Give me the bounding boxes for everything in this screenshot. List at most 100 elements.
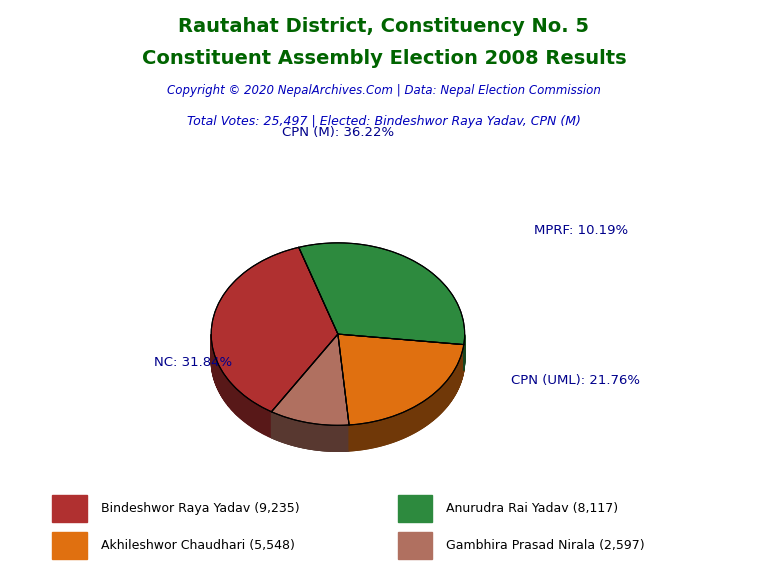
Polygon shape [384,419,385,445]
Polygon shape [368,423,369,449]
Polygon shape [242,393,243,420]
Polygon shape [353,425,354,450]
Polygon shape [386,418,387,444]
Text: Gambhira Prasad Nirala (2,597): Gambhira Prasad Nirala (2,597) [446,539,645,552]
Polygon shape [211,247,338,412]
Polygon shape [338,334,464,425]
Polygon shape [257,404,259,431]
Polygon shape [266,410,268,436]
Polygon shape [250,400,251,426]
Text: Rautahat District, Constituency No. 5: Rautahat District, Constituency No. 5 [178,17,590,36]
Polygon shape [396,415,397,441]
Polygon shape [230,382,231,410]
Polygon shape [239,391,240,418]
Polygon shape [299,243,465,344]
Polygon shape [245,396,246,423]
Polygon shape [379,420,380,446]
Polygon shape [241,393,242,419]
Polygon shape [358,424,359,450]
Polygon shape [269,411,270,437]
Polygon shape [390,417,391,443]
Polygon shape [383,419,384,445]
Polygon shape [387,418,388,444]
Polygon shape [268,410,269,437]
Polygon shape [232,384,233,411]
Polygon shape [259,405,260,432]
Text: Bindeshwor Raya Yadav (9,235): Bindeshwor Raya Yadav (9,235) [101,502,300,515]
Polygon shape [271,334,349,425]
FancyBboxPatch shape [52,495,87,522]
Polygon shape [247,397,248,424]
Polygon shape [261,407,262,433]
Polygon shape [246,397,247,423]
FancyBboxPatch shape [52,532,87,559]
Polygon shape [349,425,350,451]
Polygon shape [243,395,245,422]
Polygon shape [393,416,394,442]
Polygon shape [238,391,239,417]
Text: MPRF: 10.19%: MPRF: 10.19% [534,224,628,237]
Polygon shape [376,421,377,447]
Polygon shape [392,416,393,442]
Polygon shape [385,419,386,445]
Polygon shape [231,384,232,410]
Polygon shape [397,414,398,441]
Polygon shape [233,386,235,413]
Polygon shape [369,422,370,448]
Polygon shape [270,411,271,438]
Polygon shape [360,424,361,450]
Polygon shape [370,422,372,448]
Polygon shape [255,403,257,430]
Polygon shape [389,417,390,444]
Polygon shape [382,419,383,445]
Text: Akhileshwor Chaudhari (5,548): Akhileshwor Chaudhari (5,548) [101,539,294,552]
Polygon shape [252,401,253,428]
Polygon shape [355,425,356,450]
Polygon shape [374,422,375,448]
Polygon shape [391,416,392,443]
Ellipse shape [211,343,465,377]
Polygon shape [350,425,351,451]
Text: NC: 31.84%: NC: 31.84% [154,357,232,369]
Polygon shape [366,423,367,449]
Polygon shape [264,408,266,435]
Polygon shape [380,420,381,446]
Polygon shape [359,424,360,450]
Polygon shape [381,419,382,446]
Text: Copyright © 2020 NepalArchives.Com | Data: Nepal Election Commission: Copyright © 2020 NepalArchives.Com | Dat… [167,84,601,97]
Polygon shape [240,392,241,419]
Text: CPN (M): 36.22%: CPN (M): 36.22% [282,126,394,139]
Polygon shape [236,388,237,415]
Text: Anurudra Rai Yadav (8,117): Anurudra Rai Yadav (8,117) [446,502,618,515]
Polygon shape [378,420,379,446]
FancyBboxPatch shape [398,495,432,522]
Polygon shape [254,403,255,429]
Text: CPN (UML): 21.76%: CPN (UML): 21.76% [511,374,640,386]
Polygon shape [364,423,365,449]
Polygon shape [263,408,264,434]
Polygon shape [237,389,238,416]
Polygon shape [365,423,366,449]
Polygon shape [249,399,250,426]
Polygon shape [373,422,374,448]
Polygon shape [375,421,376,448]
Polygon shape [235,387,236,414]
Polygon shape [251,400,252,427]
Polygon shape [367,423,368,449]
FancyBboxPatch shape [398,532,432,559]
Polygon shape [260,406,261,433]
Polygon shape [248,398,249,425]
Polygon shape [361,424,362,450]
Polygon shape [388,418,389,444]
Polygon shape [356,425,357,450]
Polygon shape [362,423,364,449]
Polygon shape [372,422,373,448]
Polygon shape [395,415,396,442]
Text: Total Votes: 25,497 | Elected: Bindeshwor Raya Yadav, CPN (M): Total Votes: 25,497 | Elected: Bindeshwo… [187,115,581,128]
Polygon shape [352,425,353,450]
Polygon shape [262,407,263,434]
Polygon shape [253,402,254,429]
Polygon shape [354,425,355,450]
Polygon shape [394,416,395,442]
Polygon shape [351,425,352,451]
